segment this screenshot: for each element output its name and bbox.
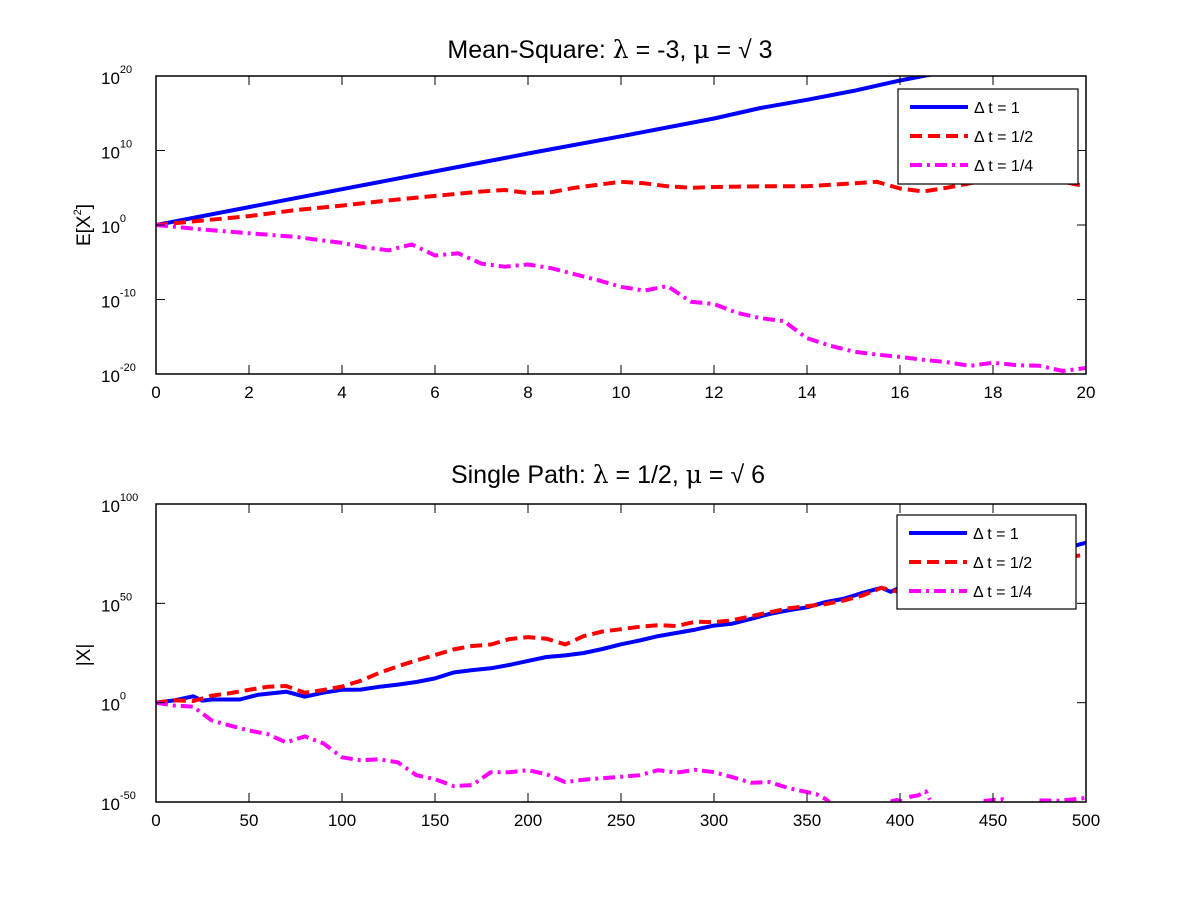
y-tick-label: 1020 (101, 64, 132, 88)
title-lambda-value: = -3, (629, 36, 694, 64)
series-group (156, 76, 1086, 373)
legend-box (897, 88, 1079, 185)
y-tick-exponent: -50 (120, 790, 136, 802)
y-tick-exponent: -20 (120, 362, 136, 374)
x-tick-label: 6 (430, 383, 439, 402)
legend-label: Δ t = 1/2 (973, 555, 1032, 572)
y-axis-label: E[X2] (72, 204, 95, 246)
y-tick-base: 10 (101, 596, 120, 615)
y-tick-exponent: 20 (120, 64, 132, 76)
legend-label: Δ t = 1/2 (974, 129, 1033, 146)
y-tick-label: 10-50 (101, 790, 136, 814)
x-tick-label: 250 (607, 811, 635, 830)
y-tick-exponent: 50 (120, 591, 132, 603)
x-tick-label: 300 (700, 811, 728, 830)
y-tick-base: 10 (101, 218, 120, 237)
x-tick-label: 2 (244, 383, 253, 402)
x-tick-label: 500 (1072, 811, 1100, 830)
y-tick-base: 10 (101, 367, 120, 386)
y-tick-label: 10100 (101, 492, 138, 516)
series-line-dt-half (156, 175, 1086, 227)
title-mu-value: = √ 6 (702, 461, 765, 489)
chart-title: Single Path: λ = 1/2, μ = √ 6 (451, 460, 765, 489)
title-mu: μ (693, 35, 709, 64)
y-tick-exponent: 0 (120, 213, 126, 225)
svg-text:E[X2]: E[X2] (72, 204, 95, 246)
y-tick-label: 1050 (101, 591, 132, 615)
x-tick-label: 450 (979, 811, 1007, 830)
ylabel-text: |X| (74, 644, 95, 667)
y-tick-exponent: -10 (120, 288, 136, 300)
legend-box (896, 514, 1077, 610)
y-tick-base: 10 (101, 144, 120, 163)
x-tick-label: 8 (523, 383, 532, 402)
title-lambda: λ (593, 460, 609, 489)
y-tick-base: 10 (101, 497, 120, 516)
chart-title: Mean-Square: λ = -3, μ = √ 3 (447, 35, 772, 64)
ylabel-superscript: 2 (72, 209, 84, 215)
title-lambda: λ (613, 35, 629, 64)
x-tick-label: 14 (798, 383, 817, 402)
x-tick-label: 350 (793, 811, 821, 830)
y-tick-exponent: 0 (120, 691, 126, 703)
y-tick-label: 100 (101, 691, 126, 715)
y-tick-exponent: 100 (120, 492, 138, 504)
x-tick-label: 200 (514, 811, 542, 830)
ylabel-base: E[X (74, 215, 95, 246)
x-tick-label: 18 (984, 383, 1003, 402)
y-tick-base: 10 (101, 696, 120, 715)
title-mu: μ (686, 460, 702, 489)
y-tick-label: 100 (101, 213, 126, 237)
series-fragment-2 (983, 797, 1009, 802)
legend-label: Δ t = 1/4 (973, 584, 1032, 601)
title-prefix: Single Path: (451, 461, 593, 489)
series-line-dt-1 (156, 76, 934, 227)
legend-label: Δ t = 1/4 (974, 158, 1033, 175)
x-tick-label: 400 (886, 811, 914, 830)
x-tick-label: 16 (891, 383, 910, 402)
title-mu-value: = √ 3 (710, 36, 773, 64)
legend-label: Δ t = 1 (973, 526, 1019, 543)
x-tick-label: 100 (328, 811, 356, 830)
title-prefix: Mean-Square: (447, 36, 612, 64)
y-axis-label: |X| (74, 644, 95, 667)
y-tick-label: 1010 (101, 139, 132, 163)
series-fragment-1 (908, 789, 932, 801)
series-line-dt-quarter (156, 223, 1086, 373)
y-tick-base: 10 (101, 795, 120, 814)
x-tick-label: 50 (240, 811, 259, 830)
y-tick-exponent: 10 (120, 139, 132, 151)
y-tick-label: 10-10 (101, 288, 136, 312)
legend: Δ t = 1 Δ t = 1/2 Δ t = 1/4 (897, 88, 1079, 185)
series-fragment-3 (1039, 796, 1086, 802)
y-tick-base: 10 (101, 69, 120, 88)
plot-area: 0 2 4 6 8 10 12 14 16 18 201020101010010-1010-20Δ … (101, 64, 1096, 402)
x-tick-label: 4 (337, 383, 346, 402)
y-tick-base: 10 (101, 293, 120, 312)
x-tick-label: 10 (612, 383, 631, 402)
legend-label: Δ t = 1 (974, 100, 1020, 117)
x-tick-label: 20 (1077, 383, 1096, 402)
x-tick-label: 12 (705, 383, 724, 402)
plot-area: 0 50 100 150 200 250 300 350 400 450 5001010010501… (101, 492, 1100, 830)
series-line-dt-quarter (156, 700, 831, 802)
x-tick-label: 0 (151, 383, 160, 402)
y-tick-label: 10-20 (101, 362, 136, 386)
legend: Δ t = 1 Δ t = 1/2 Δ t = 1/4 (896, 514, 1077, 610)
title-lambda-value: = 1/2, (609, 461, 686, 489)
x-tick-label: 0 (151, 811, 160, 830)
ylabel-close: ] (74, 204, 95, 209)
x-tick-label: 150 (421, 811, 449, 830)
subplot-single-path: Single Path: λ = 1/2, μ = √ 6 |X| 0 50 100… (74, 460, 1100, 830)
